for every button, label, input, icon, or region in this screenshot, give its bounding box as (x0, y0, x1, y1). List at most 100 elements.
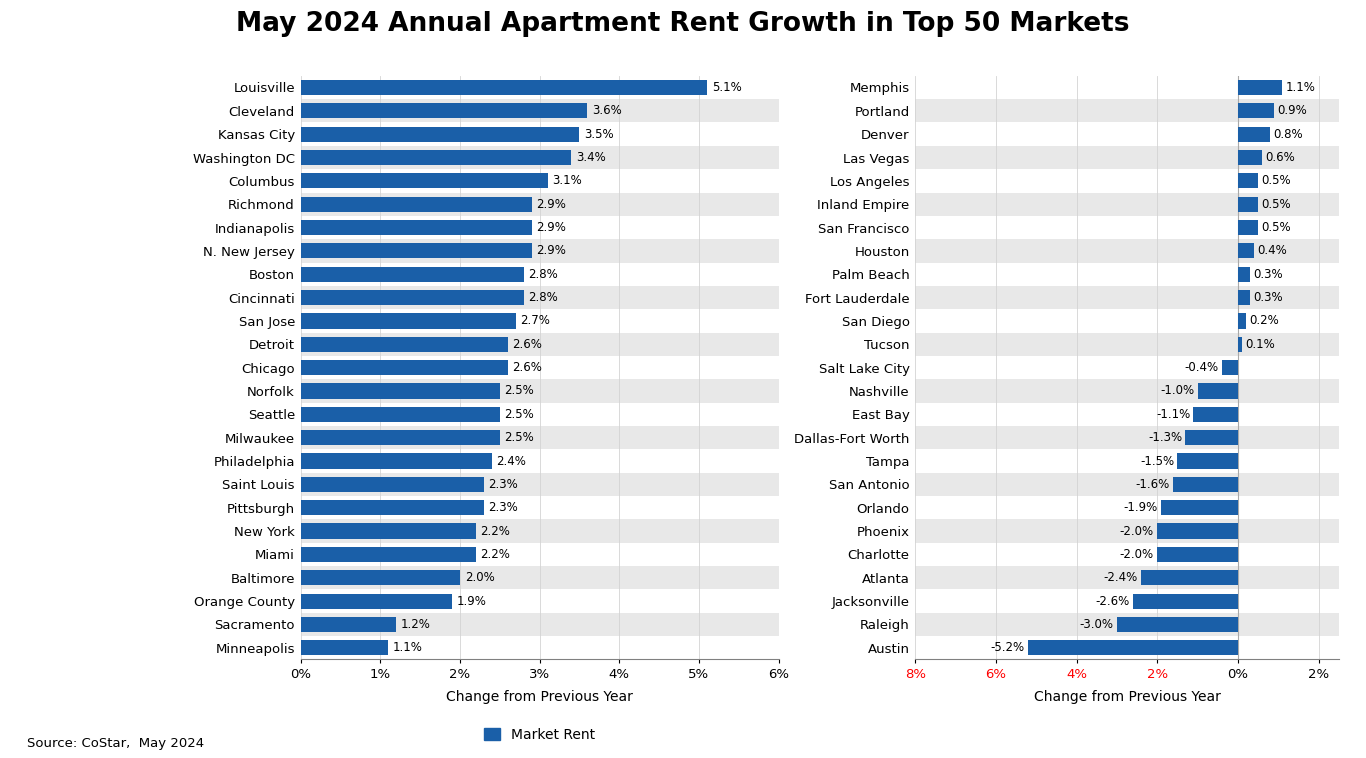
Bar (301, 407, 500, 422)
Bar (1238, 103, 1274, 118)
Bar (301, 290, 523, 305)
Bar (301, 612, 779, 636)
Bar (915, 169, 1339, 193)
Bar (301, 146, 779, 169)
Text: 2.2%: 2.2% (481, 525, 511, 537)
Bar (301, 426, 779, 449)
Bar (301, 150, 571, 165)
Bar (301, 402, 779, 426)
Bar (301, 379, 779, 402)
Bar (301, 127, 579, 142)
Bar (915, 193, 1339, 216)
Bar (1141, 570, 1238, 585)
Text: 2.3%: 2.3% (489, 478, 518, 491)
Bar (301, 641, 388, 656)
Text: 2.2%: 2.2% (481, 548, 511, 561)
Bar (1029, 641, 1238, 656)
Bar (301, 333, 779, 356)
Bar (1238, 80, 1283, 95)
Bar (915, 566, 1339, 590)
Text: 0.5%: 0.5% (1261, 221, 1291, 234)
Text: 0.2%: 0.2% (1249, 315, 1279, 327)
Bar (301, 313, 516, 328)
Bar (301, 196, 531, 211)
Text: 3.4%: 3.4% (576, 151, 607, 164)
Bar (301, 524, 475, 539)
Bar (301, 477, 484, 492)
Text: 0.5%: 0.5% (1261, 198, 1291, 211)
Bar (915, 612, 1339, 636)
Text: 1.9%: 1.9% (456, 594, 486, 608)
Bar (301, 286, 779, 309)
Text: 0.8%: 0.8% (1273, 127, 1303, 141)
Bar (1238, 174, 1258, 189)
Bar (301, 243, 531, 258)
Text: 0.4%: 0.4% (1257, 244, 1287, 258)
Text: 2.8%: 2.8% (529, 291, 559, 304)
Bar (915, 356, 1339, 379)
Bar (301, 220, 531, 235)
Bar (301, 543, 779, 566)
Text: -1.1%: -1.1% (1156, 408, 1190, 421)
Bar (301, 76, 779, 99)
Bar (1173, 477, 1238, 492)
Bar (301, 449, 779, 473)
Text: -2.0%: -2.0% (1120, 525, 1154, 537)
Bar (1157, 547, 1238, 562)
Text: 3.6%: 3.6% (591, 105, 622, 117)
Text: 0.1%: 0.1% (1246, 338, 1274, 351)
Text: -5.2%: -5.2% (990, 641, 1024, 654)
Text: 2.9%: 2.9% (537, 198, 567, 211)
Text: -1.0%: -1.0% (1160, 384, 1194, 397)
Bar (915, 286, 1339, 309)
Bar (915, 240, 1339, 262)
Text: May 2024 Annual Apartment Rent Growth in Top 50 Markets: May 2024 Annual Apartment Rent Growth in… (236, 11, 1130, 37)
Bar (1238, 220, 1258, 235)
Bar (915, 426, 1339, 449)
Bar (1177, 453, 1238, 468)
Bar (301, 430, 500, 445)
Text: 2.8%: 2.8% (529, 268, 559, 280)
Text: -2.4%: -2.4% (1104, 572, 1138, 584)
Bar (1238, 127, 1270, 142)
Text: 0.5%: 0.5% (1261, 174, 1291, 187)
Bar (915, 496, 1339, 519)
Text: -2.6%: -2.6% (1096, 594, 1130, 608)
Bar (301, 570, 460, 585)
Text: 2.4%: 2.4% (497, 455, 526, 468)
Bar (915, 379, 1339, 402)
Text: -1.6%: -1.6% (1137, 478, 1171, 491)
Text: 1.2%: 1.2% (402, 618, 430, 631)
Text: 2.3%: 2.3% (489, 501, 518, 514)
Bar (301, 337, 508, 352)
Bar (1117, 617, 1238, 632)
Bar (301, 169, 779, 193)
Text: 0.3%: 0.3% (1253, 268, 1283, 280)
Bar (301, 262, 779, 286)
Bar (301, 267, 523, 282)
Bar (1198, 384, 1238, 399)
Bar (915, 216, 1339, 240)
Bar (301, 453, 492, 468)
Bar (1157, 524, 1238, 539)
Bar (301, 519, 779, 543)
Text: 0.6%: 0.6% (1265, 151, 1295, 164)
Bar (301, 360, 508, 375)
Bar (1221, 360, 1238, 375)
Bar (1238, 243, 1254, 258)
Bar (1238, 337, 1242, 352)
Text: -1.3%: -1.3% (1147, 431, 1182, 444)
Text: -2.0%: -2.0% (1120, 548, 1154, 561)
Bar (915, 519, 1339, 543)
Bar (915, 449, 1339, 473)
Bar (301, 500, 484, 515)
Text: 2.9%: 2.9% (537, 221, 567, 234)
Text: 2.5%: 2.5% (504, 384, 534, 397)
Text: Source: CoStar,  May 2024: Source: CoStar, May 2024 (27, 738, 205, 750)
Bar (1186, 430, 1238, 445)
Bar (915, 590, 1339, 612)
Text: 5.1%: 5.1% (712, 81, 742, 94)
Text: 3.1%: 3.1% (552, 174, 582, 187)
Bar (301, 80, 706, 95)
Bar (301, 566, 779, 590)
